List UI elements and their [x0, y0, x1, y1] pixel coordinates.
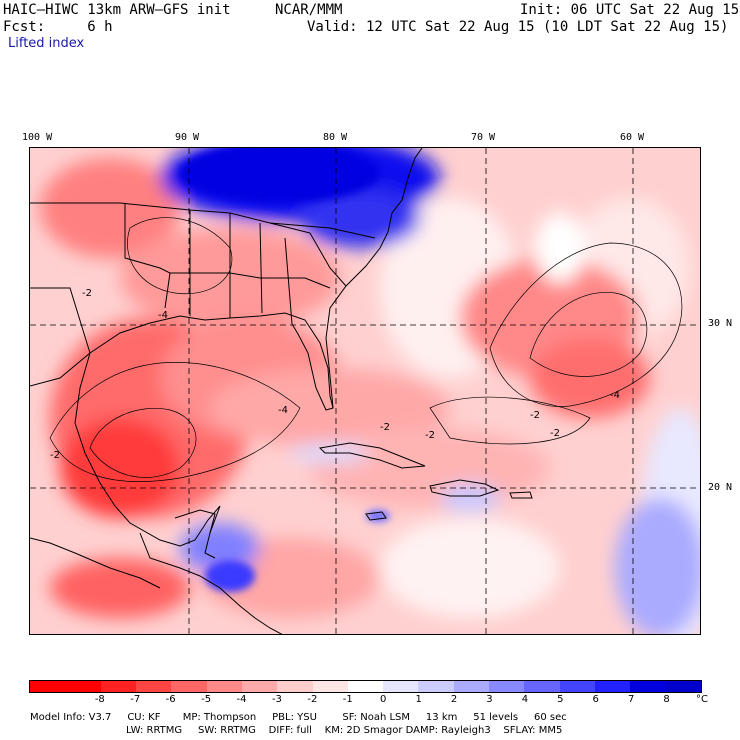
svg-text:-2: -2	[82, 288, 92, 299]
colorbar-swatch	[171, 681, 207, 692]
colorbar-tick-label: -8	[94, 694, 105, 705]
colorbar-swatch	[347, 681, 384, 692]
colorbar-tick-label: -1	[342, 694, 353, 705]
colorbar-swatch	[595, 681, 631, 692]
colorbar-tick-label: 4	[521, 694, 529, 705]
colorbar-tick-label: -5	[201, 694, 212, 705]
model-title: HAIC–HIWC 13km ARW–GFS init	[3, 2, 231, 18]
contour-labels: -2 -4 -2 -4 -4 -2 -2 -2 -2	[50, 288, 620, 461]
colorbar-tick-label: 3	[486, 694, 493, 705]
colorbar-swatch	[524, 681, 560, 692]
svg-text:-2: -2	[425, 430, 435, 441]
lat-label-20n: 20 N	[708, 482, 733, 493]
colorbar-swatch	[277, 681, 313, 692]
field-name: Lifted index	[8, 36, 85, 51]
lifted-index-map: -2 -4 -2 -4 -4 -2 -2 -2 -2	[29, 147, 701, 635]
colorbar-tick-label: -7	[130, 694, 141, 705]
colorbar-tick-label: -3	[271, 694, 282, 705]
svg-text:-4: -4	[158, 310, 168, 321]
colorbar-swatch	[100, 681, 136, 692]
colorbar-swatch	[383, 681, 419, 692]
colorbar-tick-label: 0	[380, 694, 387, 705]
colorbar-swatch	[559, 681, 595, 692]
model-info-line1: Model Info: V3.7 CU: KF MP: Thompson PBL…	[30, 712, 567, 723]
contours	[49, 217, 683, 482]
colorbar-tick-label: -6	[165, 694, 176, 705]
svg-text:-2: -2	[550, 428, 560, 439]
lon-label-60w: 60 W	[620, 132, 645, 143]
valid-time: Valid: 12 UTC Sat 22 Aug 15 (10 LDT Sat …	[307, 19, 729, 35]
svg-text:-4: -4	[610, 390, 620, 401]
colorbar-swatch	[665, 681, 701, 692]
forecast-hour: Fcst: 6 h	[3, 19, 113, 35]
svg-text:-2: -2	[50, 450, 60, 461]
graticule	[30, 148, 700, 634]
colorbar-swatch	[65, 681, 101, 692]
colorbar-swatch	[206, 681, 242, 692]
colorbar-swatch	[453, 681, 490, 692]
svg-text:-2: -2	[530, 410, 540, 421]
colorbar-tick-label: 2	[450, 694, 458, 705]
org-label: NCAR/MMM	[275, 2, 343, 18]
colorbar-swatch	[630, 681, 666, 692]
colorbar-tick-label: 8	[663, 694, 670, 705]
colorbar-tick-label: -4	[236, 694, 247, 705]
colorbar-tick-label: 6	[592, 694, 599, 705]
coastlines	[30, 148, 533, 634]
colorbar	[29, 680, 702, 693]
lat-label-30n: 30 N	[708, 318, 733, 329]
init-time: Init: 06 UTC Sat 22 Aug 15	[520, 2, 740, 18]
colorbar-tick-label: 1	[415, 694, 422, 705]
lon-label-100w: 100 W	[22, 132, 53, 143]
colorbar-swatch	[135, 681, 172, 692]
colorbar-tick-label: 7	[627, 694, 635, 705]
colorbar-swatch	[489, 681, 525, 692]
lon-label-70w: 70 W	[471, 132, 496, 143]
model-info-line2: LW: RRTMG SW: RRTMG DIFF: full KM: 2D Sm…	[126, 725, 563, 736]
colorbar-swatch	[30, 681, 66, 692]
svg-text:-2: -2	[380, 422, 390, 433]
lon-label-80w: 80 W	[323, 132, 348, 143]
colorbar-swatch	[418, 681, 454, 692]
colorbar-swatch	[312, 681, 348, 692]
colorbar-swatch	[241, 681, 278, 692]
lon-label-90w: 90 W	[175, 132, 200, 143]
colorbar-tick-label: -2	[307, 694, 318, 705]
colorbar-tick-label: 5	[557, 694, 564, 705]
colorbar-unit: °C	[696, 694, 708, 705]
svg-text:-4: -4	[278, 405, 288, 416]
